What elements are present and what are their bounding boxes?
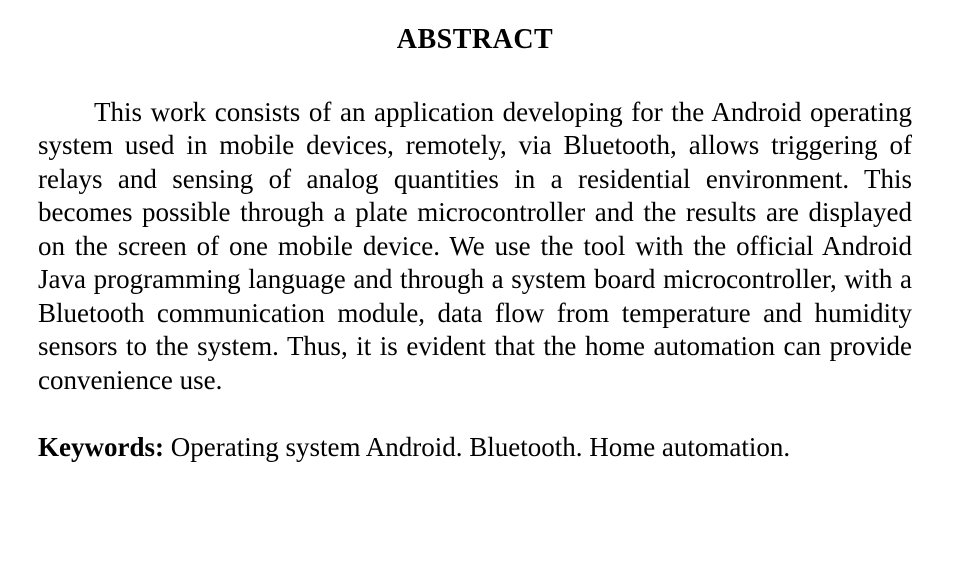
keywords-label: Keywords: (38, 432, 171, 462)
keywords-text: Operating system Android. Bluetooth. Hom… (171, 432, 790, 462)
abstract-title: ABSTRACT (38, 24, 912, 56)
abstract-body: This work consists of an application dev… (38, 96, 912, 397)
keywords-line: Keywords: Operating system Android. Blue… (38, 431, 912, 464)
abstract-page: ABSTRACT This work consists of an applic… (0, 0, 960, 465)
